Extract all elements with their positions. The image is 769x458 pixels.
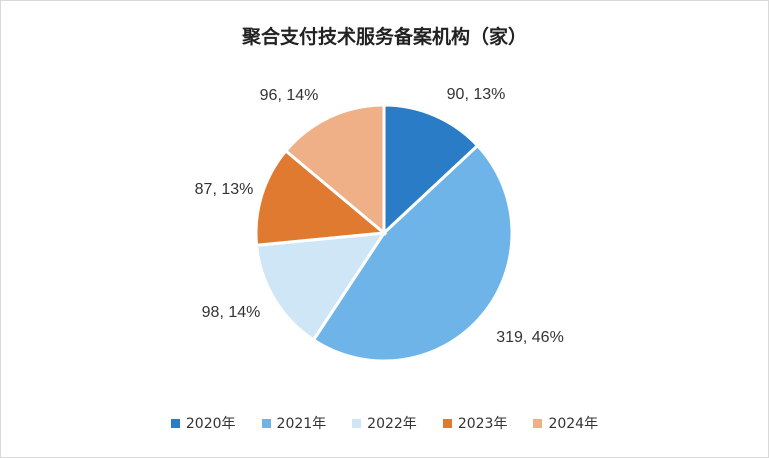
- legend-label: 2020年: [185, 416, 236, 432]
- data-label-1: 319, 46%: [496, 329, 564, 346]
- pie-slice-1: [311, 143, 514, 363]
- pie-slices: [254, 103, 514, 363]
- chart-title: 聚合支付技术服务备案机构（家）: [241, 26, 527, 48]
- legend-swatch: [533, 418, 543, 428]
- data-label-0: 90, 13%: [447, 86, 506, 103]
- legend-item-4: 2024年: [533, 413, 598, 433]
- pie-slice-2: [254, 231, 387, 342]
- data-label-4: 96, 14%: [260, 87, 319, 104]
- pie-slice-3: [254, 148, 388, 247]
- legend-item-0: 2020年: [170, 413, 236, 433]
- legend-label: 2024年: [548, 416, 599, 432]
- legend-swatch: [442, 418, 452, 428]
- legend-swatch: [352, 418, 362, 428]
- pie-slice-0: [382, 103, 480, 237]
- pie-data-labels: 90, 13% 319, 46% 98, 14% 87, 13% 96, 14%: [195, 86, 564, 346]
- pie-slice-4: [283, 103, 386, 237]
- data-label-3: 87, 13%: [195, 181, 254, 198]
- legend-label: 2023年: [457, 416, 508, 432]
- legend-swatch: [261, 418, 271, 428]
- legend-swatch: [170, 418, 180, 428]
- data-label-2: 98, 14%: [202, 304, 261, 321]
- legend-item-2: 2022年: [352, 413, 417, 433]
- legend: 2020年 2021年 2022年 2023年 2024年: [0, 413, 769, 433]
- legend-item-3: 2023年: [442, 413, 508, 433]
- legend-item-1: 2021年: [261, 413, 327, 433]
- legend-label: 2022年: [367, 416, 417, 432]
- legend-label: 2021年: [276, 416, 327, 432]
